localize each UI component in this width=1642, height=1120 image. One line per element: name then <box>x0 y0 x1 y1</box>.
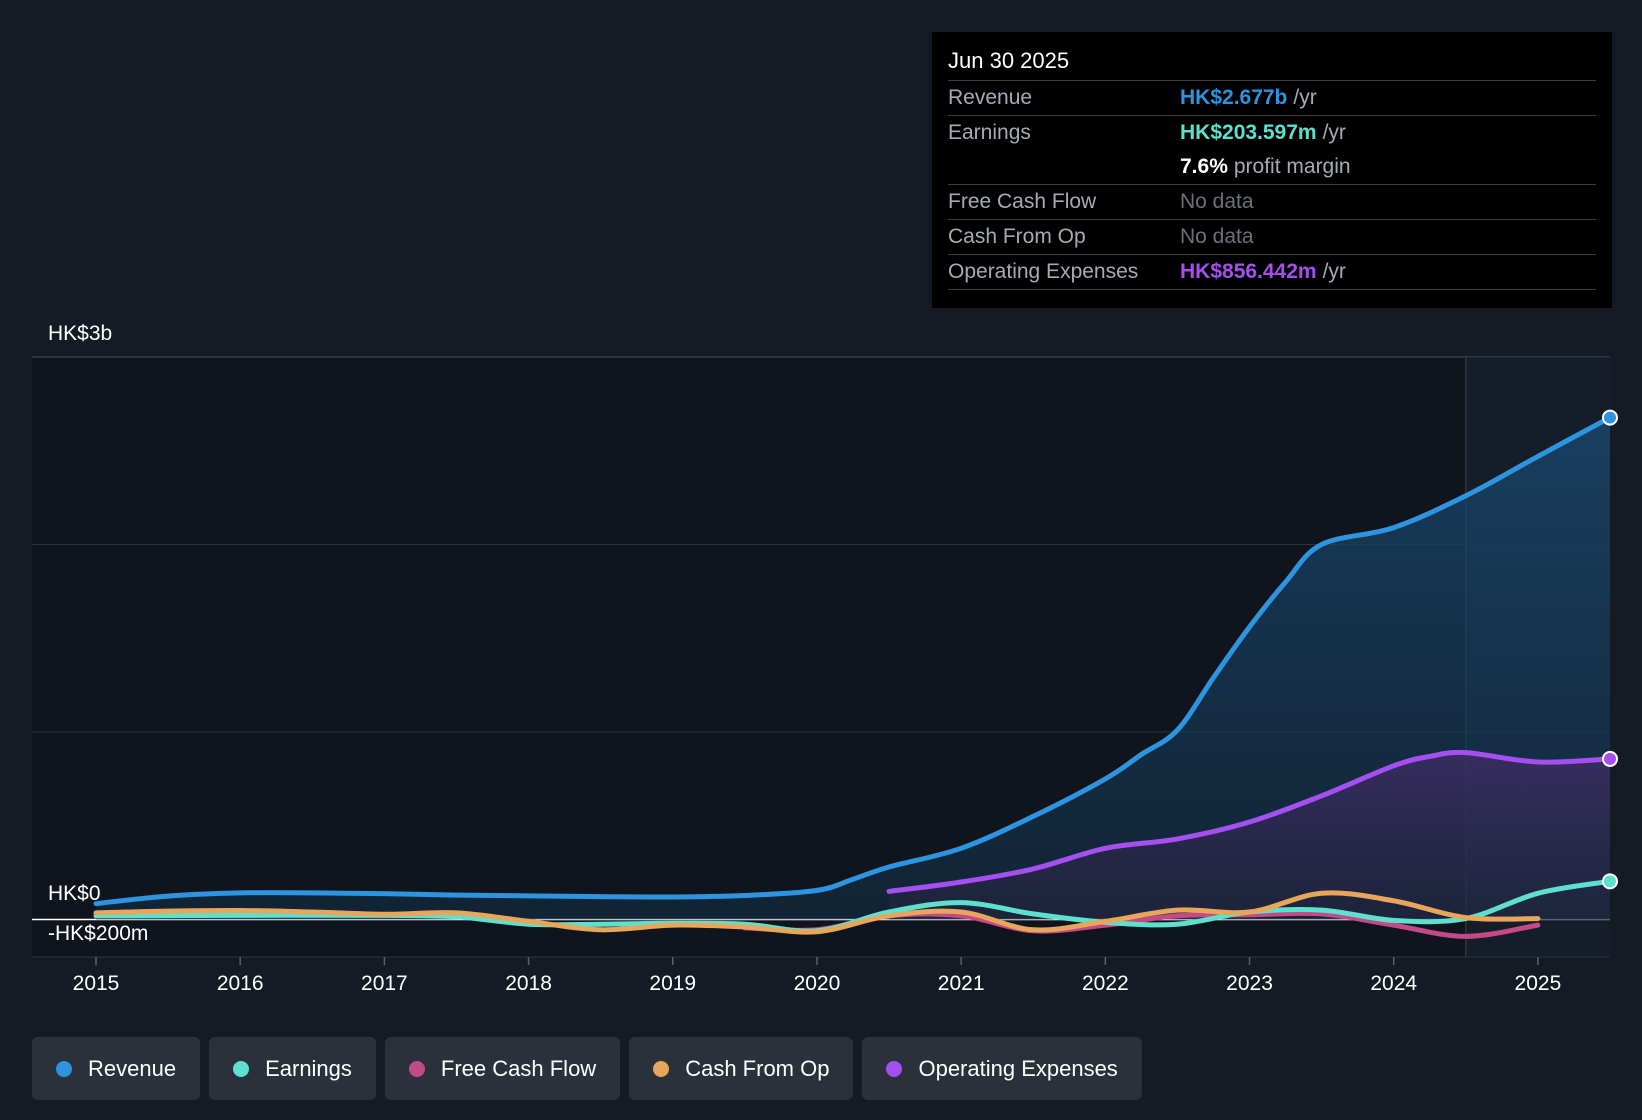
endpoint-operating-expenses <box>1602 750 1618 767</box>
x-tick-2016: 2016 <box>217 972 264 995</box>
tooltip-cfo-label: Cash From Op <box>948 225 1086 248</box>
tooltip-earnings-unit: /yr <box>1322 121 1346 144</box>
legend-item-revenue[interactable]: Revenue <box>32 1037 201 1100</box>
line-operating-expenses <box>886 749 1613 894</box>
legend-item-free-cash-flow[interactable]: Free Cash Flow <box>384 1037 621 1100</box>
tooltip-panel: Jun 30 2025 Revenue HK$2.677b/yr Earning… <box>932 32 1612 308</box>
tooltip-row-earnings: Earnings HK$203.597m/yr <box>948 116 1596 150</box>
area-revenue <box>96 417 1610 920</box>
tooltip-row-margin: 7.6% profit margin <box>948 150 1596 185</box>
x-tick-2017: 2017 <box>361 972 408 995</box>
legend-label-free-cash-flow: Free Cash Flow <box>440 1055 597 1081</box>
y-label-top: HK$3b <box>48 322 112 345</box>
y-label-zero: HK$0 <box>48 882 101 905</box>
x-tick-2024: 2024 <box>1370 972 1417 995</box>
tooltip-row-opex: Operating Expenses HK$856.442m/yr <box>948 255 1596 290</box>
legend-dot-cash-from-op <box>653 1060 670 1077</box>
legend-label-cash-from-op: Cash From Op <box>685 1055 830 1081</box>
tooltip-opex-value: HK$856.442m <box>1180 260 1317 283</box>
tooltip-revenue-unit: /yr <box>1293 86 1317 109</box>
legend-label-operating-expenses: Operating Expenses <box>918 1055 1118 1081</box>
tooltip-fcf-value: No data <box>1180 190 1254 213</box>
tooltip-row-revenue: Revenue HK$2.677b/yr <box>948 81 1596 116</box>
x-tick-2018: 2018 <box>505 972 552 995</box>
series-endpoints <box>1602 409 1618 890</box>
legend-dot-free-cash-flow <box>408 1060 425 1077</box>
x-tick-2015: 2015 <box>73 972 120 995</box>
tooltip-earnings-value: HK$203.597m <box>1180 121 1317 144</box>
area-operating-expenses <box>889 752 1610 920</box>
endpoint-revenue <box>1602 409 1618 426</box>
legend-item-earnings[interactable]: Earnings <box>209 1037 376 1100</box>
legend-dot-earnings <box>233 1060 250 1077</box>
tooltip-revenue-label: Revenue <box>948 86 1033 109</box>
tooltip-cfo-value: No data <box>1180 225 1254 248</box>
legend-label-earnings: Earnings <box>265 1055 352 1081</box>
x-tick-2021: 2021 <box>938 972 985 995</box>
legend-item-operating-expenses[interactable]: Operating Expenses <box>862 1037 1142 1100</box>
tooltip-row-fcf: Free Cash Flow No data <box>948 185 1596 220</box>
endpoint-earnings <box>1602 873 1618 890</box>
x-tick-2023: 2023 <box>1226 972 1273 995</box>
tooltip-margin-value: 7.6% <box>1180 155 1228 178</box>
legend: Revenue Earnings Free Cash Flow Cash Fro… <box>32 1037 1142 1100</box>
line-revenue <box>93 415 1613 907</box>
legend-dot-revenue <box>56 1060 72 1077</box>
x-tick-2019: 2019 <box>649 972 696 995</box>
tooltip-row-cfo: Cash From Op No data <box>948 220 1596 255</box>
legend-label-revenue: Revenue <box>88 1055 177 1081</box>
legend-item-cash-from-op[interactable]: Cash From Op <box>629 1037 854 1100</box>
x-tick-2022: 2022 <box>1082 972 1129 995</box>
tooltip-earnings-label: Earnings <box>948 121 1031 144</box>
tooltip-margin-label: profit margin <box>1233 155 1351 178</box>
tooltip-opex-label: Operating Expenses <box>948 260 1139 283</box>
y-label-bottom: -HK$200m <box>48 922 148 945</box>
tooltip-fcf-label: Free Cash Flow <box>948 190 1097 213</box>
series-areas <box>96 417 1610 920</box>
x-axis: 2015 2016 2017 2018 2019 2020 2021 2022 2023 2024… <box>73 957 1562 995</box>
x-tick-2020: 2020 <box>794 972 841 995</box>
x-tick-2025: 2025 <box>1515 972 1562 995</box>
line-cash-from-op <box>93 890 1541 935</box>
tooltip-revenue-value: HK$2.677b <box>1180 86 1288 109</box>
tooltip-opex-unit: /yr <box>1322 260 1346 283</box>
tooltip-date: Jun 30 2025 <box>948 46 1596 81</box>
line-earnings <box>93 878 1613 934</box>
legend-dot-operating-expenses <box>886 1060 903 1077</box>
series-lines <box>93 415 1613 939</box>
